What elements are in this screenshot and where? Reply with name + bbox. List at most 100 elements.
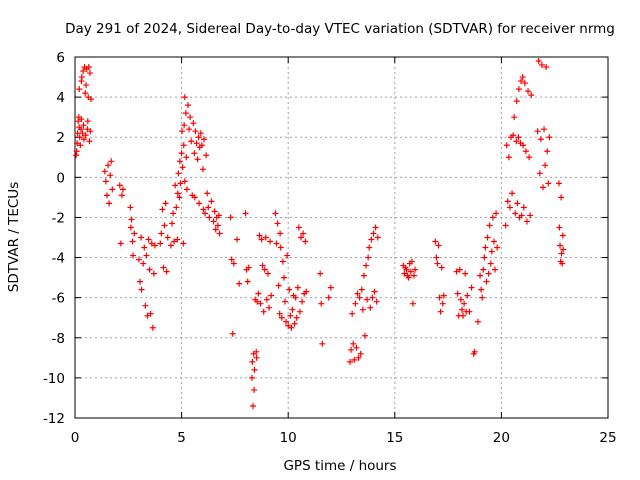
data-point xyxy=(258,236,265,243)
data-point xyxy=(437,308,444,315)
data-point xyxy=(203,152,210,159)
data-point xyxy=(229,330,236,337)
data-point xyxy=(454,290,461,297)
data-point xyxy=(180,240,187,247)
data-point xyxy=(539,184,546,191)
data-point xyxy=(74,140,81,147)
data-point xyxy=(471,348,478,355)
data-point xyxy=(172,182,179,189)
data-point xyxy=(354,290,361,297)
data-point xyxy=(181,178,188,185)
data-point xyxy=(485,270,492,277)
data-point xyxy=(355,354,362,361)
data-point xyxy=(286,286,293,293)
data-point xyxy=(118,192,125,199)
data-point xyxy=(360,272,367,279)
data-point xyxy=(195,134,202,141)
data-point xyxy=(503,142,510,149)
data-point xyxy=(106,200,113,207)
data-point xyxy=(83,82,90,89)
data-point xyxy=(162,200,169,207)
data-point xyxy=(87,96,94,103)
x-axis-label: GPS time / hours xyxy=(283,458,396,474)
data-point xyxy=(253,348,260,355)
data-point xyxy=(119,186,126,193)
chart-title: Day 291 of 2024, Sidereal Day-to-day VTE… xyxy=(65,21,615,37)
data-point xyxy=(127,204,134,211)
data-point xyxy=(200,206,207,213)
data-point xyxy=(302,238,309,245)
data-point xyxy=(194,156,201,163)
data-point xyxy=(462,270,469,277)
data-point xyxy=(317,270,324,277)
data-point xyxy=(453,268,460,275)
data-point xyxy=(267,238,274,245)
data-point xyxy=(188,138,195,145)
data-point xyxy=(543,64,550,71)
data-point xyxy=(409,300,416,307)
data-point xyxy=(163,268,170,275)
data-point xyxy=(149,324,156,331)
data-point xyxy=(484,234,491,241)
data-point xyxy=(79,130,86,137)
data-point xyxy=(403,266,410,273)
data-point xyxy=(364,296,371,303)
data-point xyxy=(254,298,261,305)
data-point xyxy=(284,252,291,259)
data-point xyxy=(78,116,85,123)
data-point xyxy=(282,298,289,305)
data-point xyxy=(199,166,206,173)
data-point xyxy=(370,230,377,237)
data-point xyxy=(253,354,260,361)
data-point xyxy=(502,222,509,229)
data-point xyxy=(137,278,144,285)
x-tick-label: 25 xyxy=(599,430,616,446)
data-point xyxy=(272,210,279,217)
data-point xyxy=(405,274,412,281)
data-point xyxy=(259,262,266,269)
data-point xyxy=(490,238,497,245)
data-point xyxy=(251,386,258,393)
data-point xyxy=(318,300,325,307)
data-point xyxy=(325,294,332,301)
data-point xyxy=(268,292,275,299)
data-point xyxy=(513,138,520,145)
data-point xyxy=(367,304,374,311)
data-point xyxy=(244,278,251,285)
data-point xyxy=(170,210,177,217)
data-point xyxy=(146,266,153,273)
data-point xyxy=(493,210,500,217)
data-point xyxy=(212,226,219,233)
data-point xyxy=(544,148,551,155)
data-point xyxy=(273,240,280,247)
data-point xyxy=(494,244,501,251)
y-tick-label: 2 xyxy=(56,130,65,146)
y-tick-label: 0 xyxy=(56,170,65,186)
data-point xyxy=(75,118,82,125)
data-point xyxy=(557,242,564,249)
data-point xyxy=(319,340,326,347)
data-point xyxy=(200,136,207,143)
data-point xyxy=(147,310,154,317)
data-point xyxy=(372,224,379,231)
data-point xyxy=(187,114,194,121)
data-point xyxy=(514,200,521,207)
data-point xyxy=(366,244,373,251)
data-point xyxy=(512,210,519,217)
data-point xyxy=(480,266,487,273)
data-point xyxy=(440,292,447,299)
data-point xyxy=(434,260,441,267)
data-point xyxy=(296,308,303,315)
data-point xyxy=(179,164,186,171)
data-point xyxy=(288,324,295,331)
data-point xyxy=(128,216,135,223)
data-point xyxy=(365,254,372,261)
data-point xyxy=(460,312,467,319)
data-point xyxy=(263,296,270,303)
data-point xyxy=(558,250,565,257)
data-point xyxy=(228,256,235,263)
data-point xyxy=(103,192,110,199)
x-tick-label: 20 xyxy=(493,430,510,446)
data-point xyxy=(215,212,222,219)
data-point xyxy=(206,214,213,221)
